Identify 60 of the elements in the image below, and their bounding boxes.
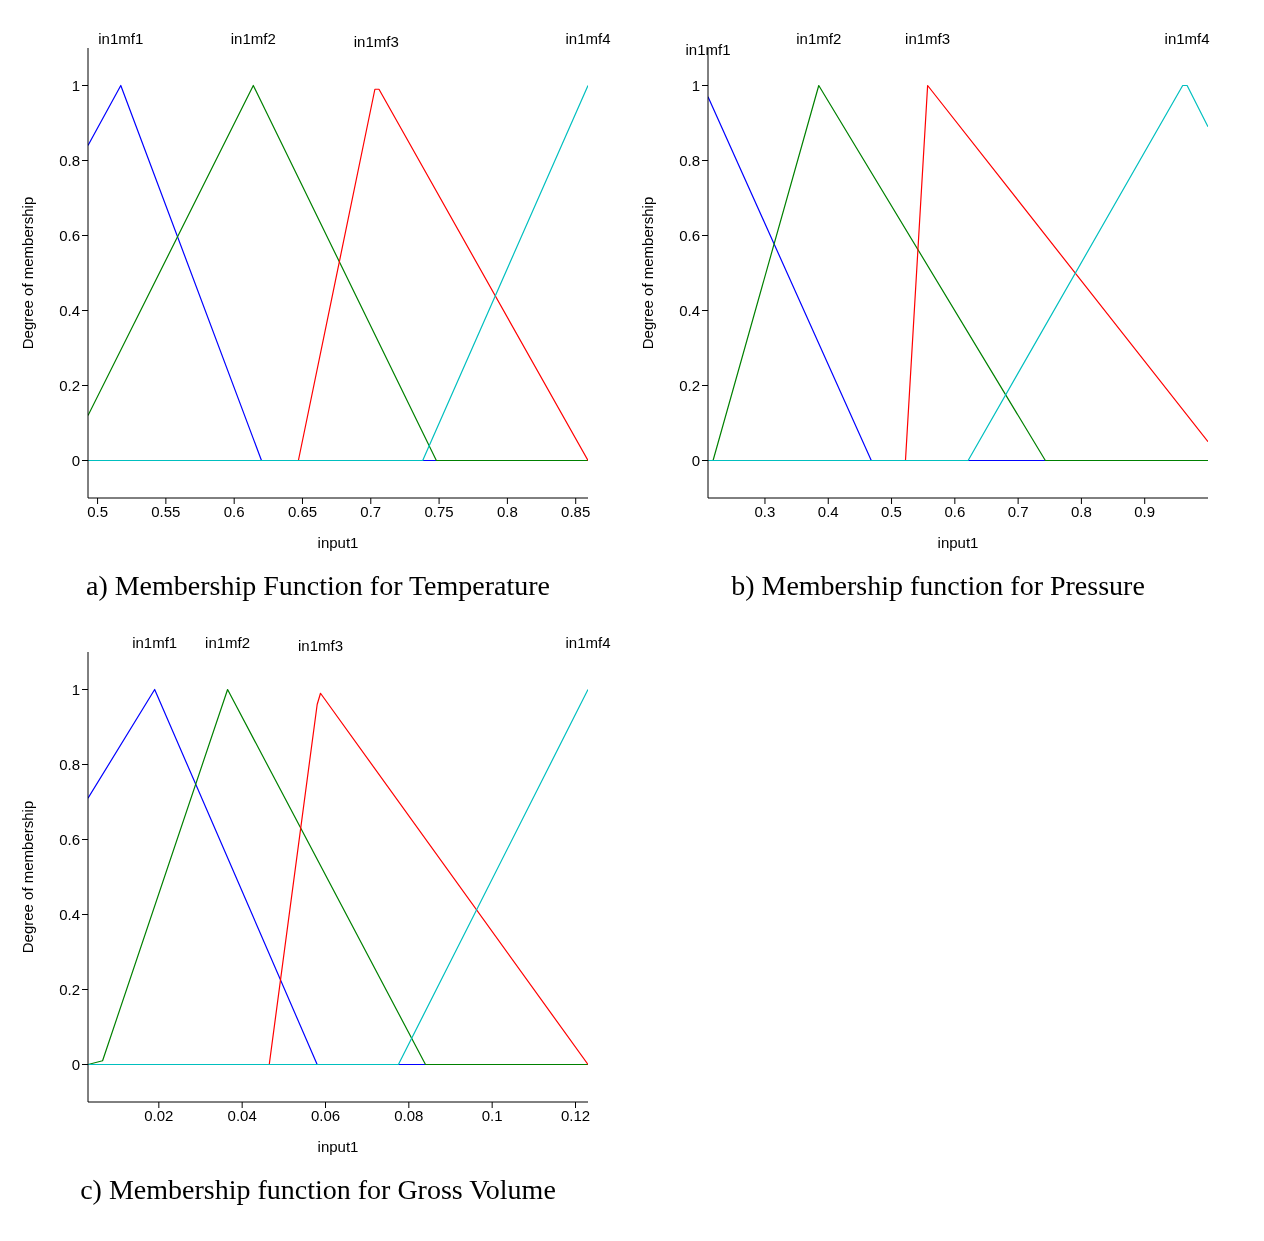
annotation: in1mf2 xyxy=(205,633,251,651)
annotation: in1mf2 xyxy=(796,29,842,47)
annotation: in1mf4 xyxy=(565,29,611,47)
annotation: in1mf4 xyxy=(1164,29,1210,47)
text: c) Membership function for Gross Volume xyxy=(80,1174,556,1206)
y-axis-title: Degree of membership xyxy=(19,800,37,954)
y-tick-label: 0 xyxy=(691,451,700,469)
y-tick-label: 1 xyxy=(691,76,700,94)
y-tick-label: 0.6 xyxy=(679,226,700,244)
y-tick-label: 1 xyxy=(71,76,80,94)
text: a) Membership Function for Temperature xyxy=(85,570,551,602)
x-axis-title: input1 xyxy=(317,534,359,551)
y-tick-label: 0.8 xyxy=(59,151,80,169)
annotation: in1mf4 xyxy=(565,633,611,651)
x-tick-label: 0.8 xyxy=(1070,502,1092,520)
x-tick-label: 0.9 xyxy=(1134,502,1156,520)
text: b) Membership function for Pressure xyxy=(731,570,1145,602)
annotation: in1mf3 xyxy=(297,637,344,655)
y-axis-title: Degree of membership xyxy=(19,196,37,350)
x-tick-label: 0.5 xyxy=(881,502,902,520)
y-tick-label: 0 xyxy=(71,1055,80,1073)
annotation: in1mf1 xyxy=(685,40,731,58)
y-tick-label: 0.2 xyxy=(59,376,80,394)
y-tick-label: 0.2 xyxy=(679,376,700,394)
x-tick-label: 0.7 xyxy=(1007,502,1029,520)
y-tick-label: 0.4 xyxy=(59,905,80,923)
y-tick-label: 1 xyxy=(71,680,80,698)
x-axis-title: input1 xyxy=(937,534,979,551)
annotation: in1mf1 xyxy=(132,633,178,651)
x-tick-label: 0.5 xyxy=(87,502,108,520)
x-tick-label: 0.04 xyxy=(227,1106,257,1124)
y-tick-label: 0 xyxy=(71,451,80,469)
x-tick-label: 0.06 xyxy=(310,1106,341,1124)
y-tick-label: 0.2 xyxy=(59,980,80,998)
x-tick-label: 0.1 xyxy=(481,1106,503,1124)
x-tick-label: 0.75 xyxy=(424,502,454,520)
x-tick-label: 0.85 xyxy=(561,502,591,520)
x-tick-label: 0.02 xyxy=(144,1106,174,1124)
x-tick-label: 0.08 xyxy=(394,1106,424,1124)
y-tick-label: 0.4 xyxy=(59,301,80,319)
x-tick-label: 0.55 xyxy=(151,502,181,520)
y-tick-label: 0.8 xyxy=(59,755,80,773)
x-tick-label: 0.8 xyxy=(496,502,518,520)
y-tick-label: 0.4 xyxy=(679,301,700,319)
y-tick-label: 0.6 xyxy=(59,226,80,244)
x-axis-title: input1 xyxy=(317,1138,359,1155)
x-tick-label: 0.65 xyxy=(287,502,318,520)
annotation: in1mf1 xyxy=(98,29,144,47)
x-tick-label: 0.3 xyxy=(754,502,776,520)
x-tick-label: 0.6 xyxy=(223,502,245,520)
y-tick-label: 0.6 xyxy=(59,830,80,848)
annotation: in1mf3 xyxy=(353,33,399,51)
y-axis-title: Degree of membership xyxy=(639,196,657,350)
annotation: in1mf2 xyxy=(230,29,276,47)
x-tick-label: 0.6 xyxy=(944,502,966,520)
y-tick-label: 0.8 xyxy=(679,151,700,169)
x-tick-label: 0.4 xyxy=(817,502,839,520)
annotation: in1mf3 xyxy=(905,29,951,47)
x-tick-label: 0.12 xyxy=(560,1106,591,1124)
x-tick-label: 0.7 xyxy=(360,502,382,520)
